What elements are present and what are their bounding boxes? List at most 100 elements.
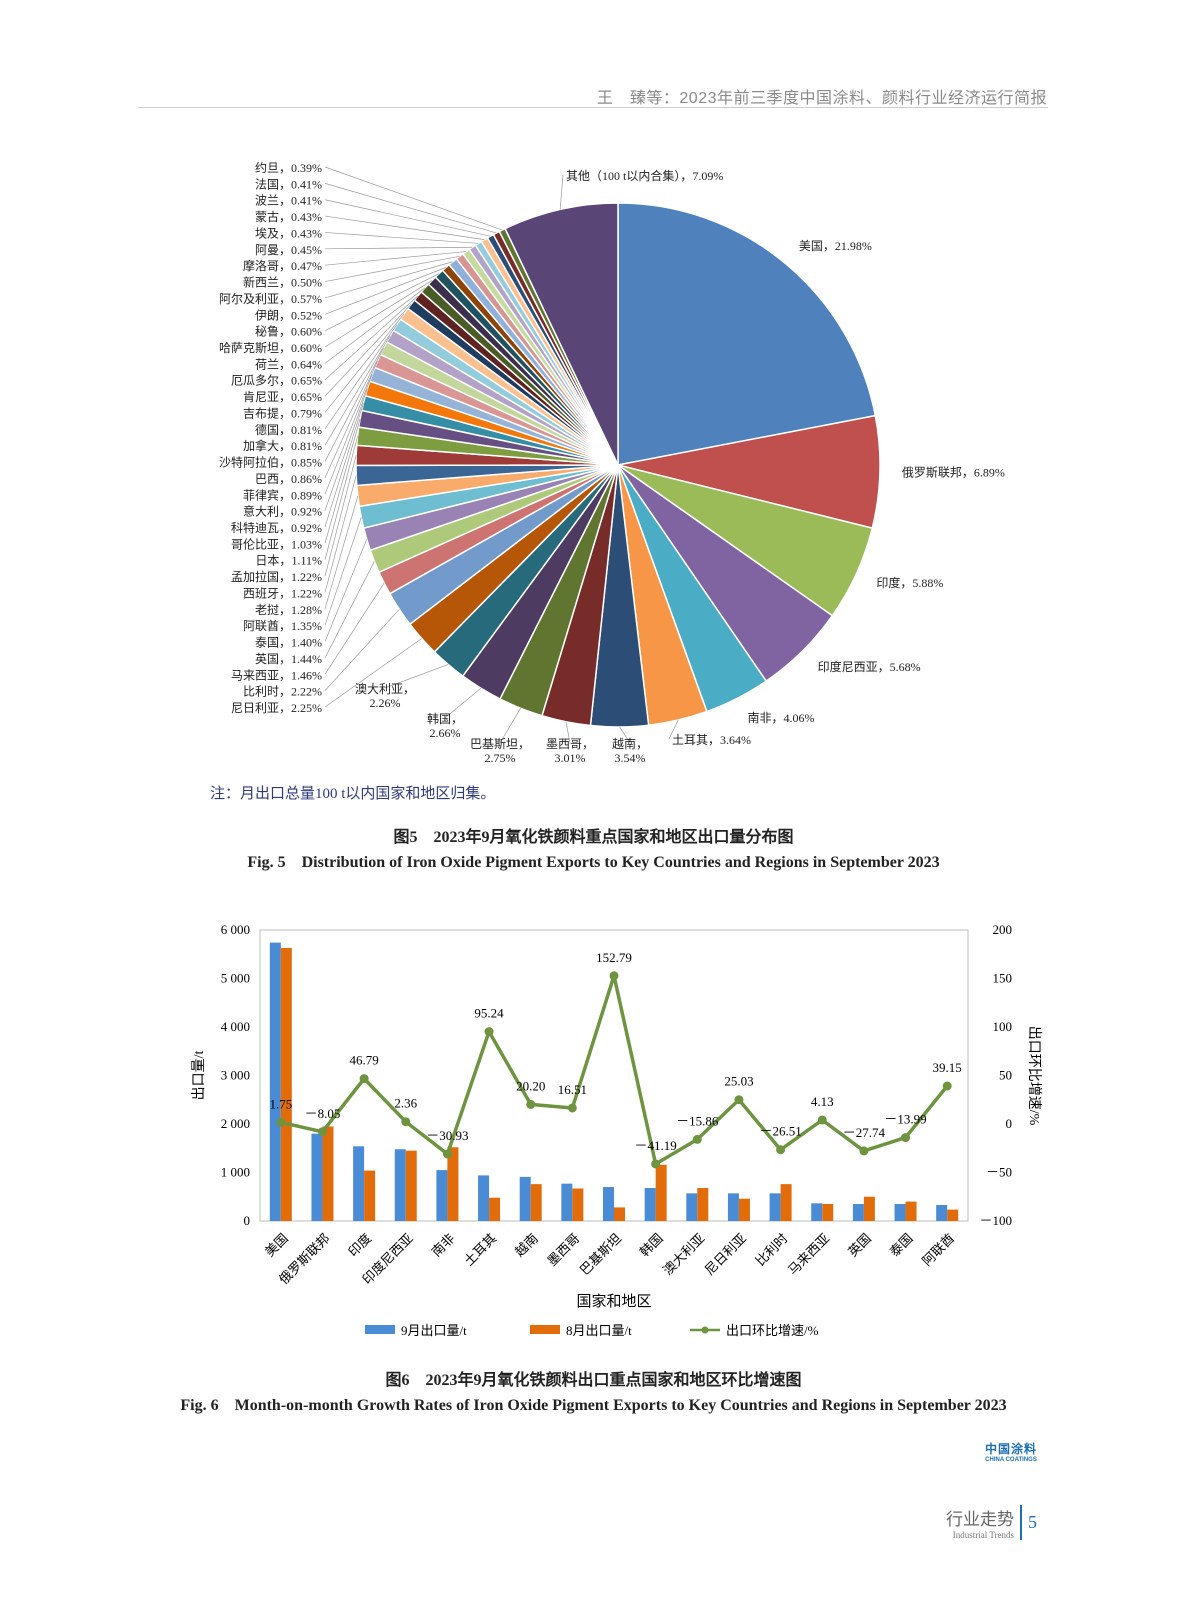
bar-aug bbox=[364, 1170, 376, 1221]
pie-label-sep: ， bbox=[279, 505, 291, 519]
growth-data-label: －15.86 bbox=[676, 1113, 719, 1128]
leader-line bbox=[324, 436, 358, 560]
pie-label-name: 泰国 bbox=[255, 636, 279, 650]
pie-label-sep: ， bbox=[279, 668, 291, 682]
pie-label-value: 0.89% bbox=[291, 488, 322, 502]
bar-line-chart: 0 1 000 2 000 3 000 4 000 5 000 6 000 －100 －50 0 5… bbox=[191, 922, 1042, 1338]
bar-sep bbox=[644, 1188, 656, 1221]
pie-label-name: 巴西 bbox=[255, 472, 279, 486]
pie-label-name: 科特迪瓦 bbox=[231, 520, 279, 535]
pie-label: 科特迪瓦，0.92% bbox=[231, 520, 322, 535]
pie-label-value: 0.92% bbox=[291, 521, 322, 535]
pie-label-value: 2.25% bbox=[291, 701, 322, 715]
page-number: 5 bbox=[1028, 1512, 1037, 1532]
pie-label-value: 0.41% bbox=[291, 177, 322, 191]
pie-label-value: 0.81% bbox=[291, 439, 322, 453]
pie-label-sep: ， bbox=[900, 576, 912, 590]
legend-label: 出口环比增速/% bbox=[726, 1323, 819, 1338]
bar-sep bbox=[686, 1193, 698, 1221]
bar-sep bbox=[603, 1187, 614, 1221]
pie-label-value: 1.22% bbox=[291, 570, 322, 584]
leader-line bbox=[324, 251, 467, 266]
x-tick-label: 泰国 bbox=[887, 1231, 916, 1260]
pie-label: 意大利，0.92% bbox=[243, 504, 322, 519]
leader-line bbox=[324, 215, 485, 240]
figure5-caption-en: Fig. 5 Distribution of Iron Oxide Pigmen… bbox=[247, 854, 940, 871]
pie-label: 德国，0.81% bbox=[255, 422, 322, 437]
pie-label: 越南， 3.54% bbox=[612, 736, 648, 765]
pie-label-value: 1.03% bbox=[291, 537, 322, 551]
bar-sep bbox=[353, 1146, 365, 1221]
growth-data-label: 152.79 bbox=[596, 950, 632, 965]
pie-label-sep: ， bbox=[279, 521, 291, 535]
bar-sep bbox=[936, 1204, 948, 1221]
pie-label-sep: ， bbox=[878, 660, 890, 674]
pie-label-name: 墨西哥 bbox=[546, 737, 582, 751]
logo-en: CHINA COATINGS bbox=[985, 1457, 1037, 1463]
growth-point bbox=[401, 1117, 411, 1127]
bar-aug bbox=[280, 947, 292, 1221]
pie-label-name: 波兰 bbox=[255, 194, 279, 208]
pie-label-sep: ， bbox=[279, 406, 291, 420]
growth-point bbox=[859, 1146, 869, 1156]
pie-label-sep: ， bbox=[279, 276, 291, 290]
y-tick-label: 6 000 bbox=[221, 922, 250, 937]
bar-aug bbox=[905, 1201, 917, 1221]
running-header: 王 臻等：2023年前三季度中国涂料、颜料行业经济运行简报 bbox=[596, 90, 1047, 107]
leader-line bbox=[384, 664, 449, 689]
y-tick-label: 2 000 bbox=[221, 1116, 250, 1131]
pie-label: 加拿大，0.81% bbox=[243, 438, 322, 453]
x-tick-label: 美国 bbox=[262, 1231, 291, 1260]
pie-label-sep: ， bbox=[279, 439, 291, 453]
pie-label-sep: ， bbox=[279, 308, 291, 322]
pie-label-sep: ， bbox=[279, 586, 291, 600]
pie-label-sep: ， bbox=[772, 711, 784, 725]
leader-line bbox=[324, 455, 357, 577]
pie-label-sep: ， bbox=[962, 466, 974, 480]
pie-label: 南非，4.06% bbox=[748, 710, 815, 725]
pie-label-value: 2.75% bbox=[485, 751, 516, 765]
leader-line bbox=[324, 609, 400, 691]
pie-label-value: 7.09% bbox=[692, 169, 723, 183]
growth-data-label: 46.79 bbox=[349, 1053, 378, 1068]
pie-label-name: 比利时 bbox=[243, 685, 279, 699]
y-tick-label: 4 000 bbox=[221, 1019, 250, 1034]
legend-label: 9月出口量/t bbox=[401, 1323, 467, 1338]
x-tick-label: 土耳其 bbox=[461, 1231, 499, 1269]
pie-label-value: 0.39% bbox=[291, 161, 322, 175]
pie-label-name: 越南 bbox=[612, 736, 636, 751]
page-footer: 行业走势 Industrial Trends 5 bbox=[946, 1505, 1037, 1540]
growth-data-label: 2.36 bbox=[394, 1096, 417, 1111]
pie-label-name: 澳大利亚 bbox=[355, 682, 403, 696]
growth-data-label: －30.93 bbox=[426, 1128, 468, 1143]
pie-label-name: 其他（100 t以内合集） bbox=[566, 168, 680, 183]
growth-data-label: －13.99 bbox=[884, 1112, 926, 1127]
leader-line bbox=[565, 721, 571, 744]
pie-label-value: 0.85% bbox=[291, 456, 322, 470]
pie-label: 哈萨克斯坦，0.60% bbox=[219, 341, 322, 355]
leader-line bbox=[324, 287, 426, 364]
growth-point bbox=[942, 1081, 952, 1091]
pie-label: 俄罗斯联邦，6.89% bbox=[902, 466, 1005, 480]
growth-point bbox=[817, 1115, 827, 1125]
pie-label: 荷兰，0.64% bbox=[255, 357, 322, 371]
pie-label: 马来西亚，1.46% bbox=[231, 668, 322, 682]
pie-label-name: 摩洛哥 bbox=[243, 258, 279, 273]
pie-label-name: 马来西亚 bbox=[231, 668, 279, 682]
pie-label-sep: ， bbox=[279, 390, 291, 404]
pie-label-value: 4.06% bbox=[784, 711, 815, 725]
pie-label-sep: ， bbox=[279, 325, 291, 339]
pie-label: 新西兰，0.50% bbox=[243, 275, 322, 290]
pie-label-sep: ， bbox=[279, 243, 291, 257]
pie-label-sep: ， bbox=[279, 292, 291, 306]
y2-tick-label: －100 bbox=[979, 1213, 1012, 1228]
pie-label-name: 哈萨克斯坦 bbox=[219, 341, 279, 355]
pie-label-name: 法国 bbox=[255, 177, 279, 191]
growth-point bbox=[692, 1134, 702, 1144]
growth-point bbox=[359, 1074, 369, 1084]
pie-label-name: 南非 bbox=[748, 710, 772, 725]
leader-line bbox=[324, 324, 398, 430]
pie-label-value: 0.60% bbox=[291, 325, 322, 339]
pie-label-name: 菲律宾 bbox=[243, 487, 279, 502]
pie-label: 伊朗，0.52% bbox=[255, 308, 322, 322]
